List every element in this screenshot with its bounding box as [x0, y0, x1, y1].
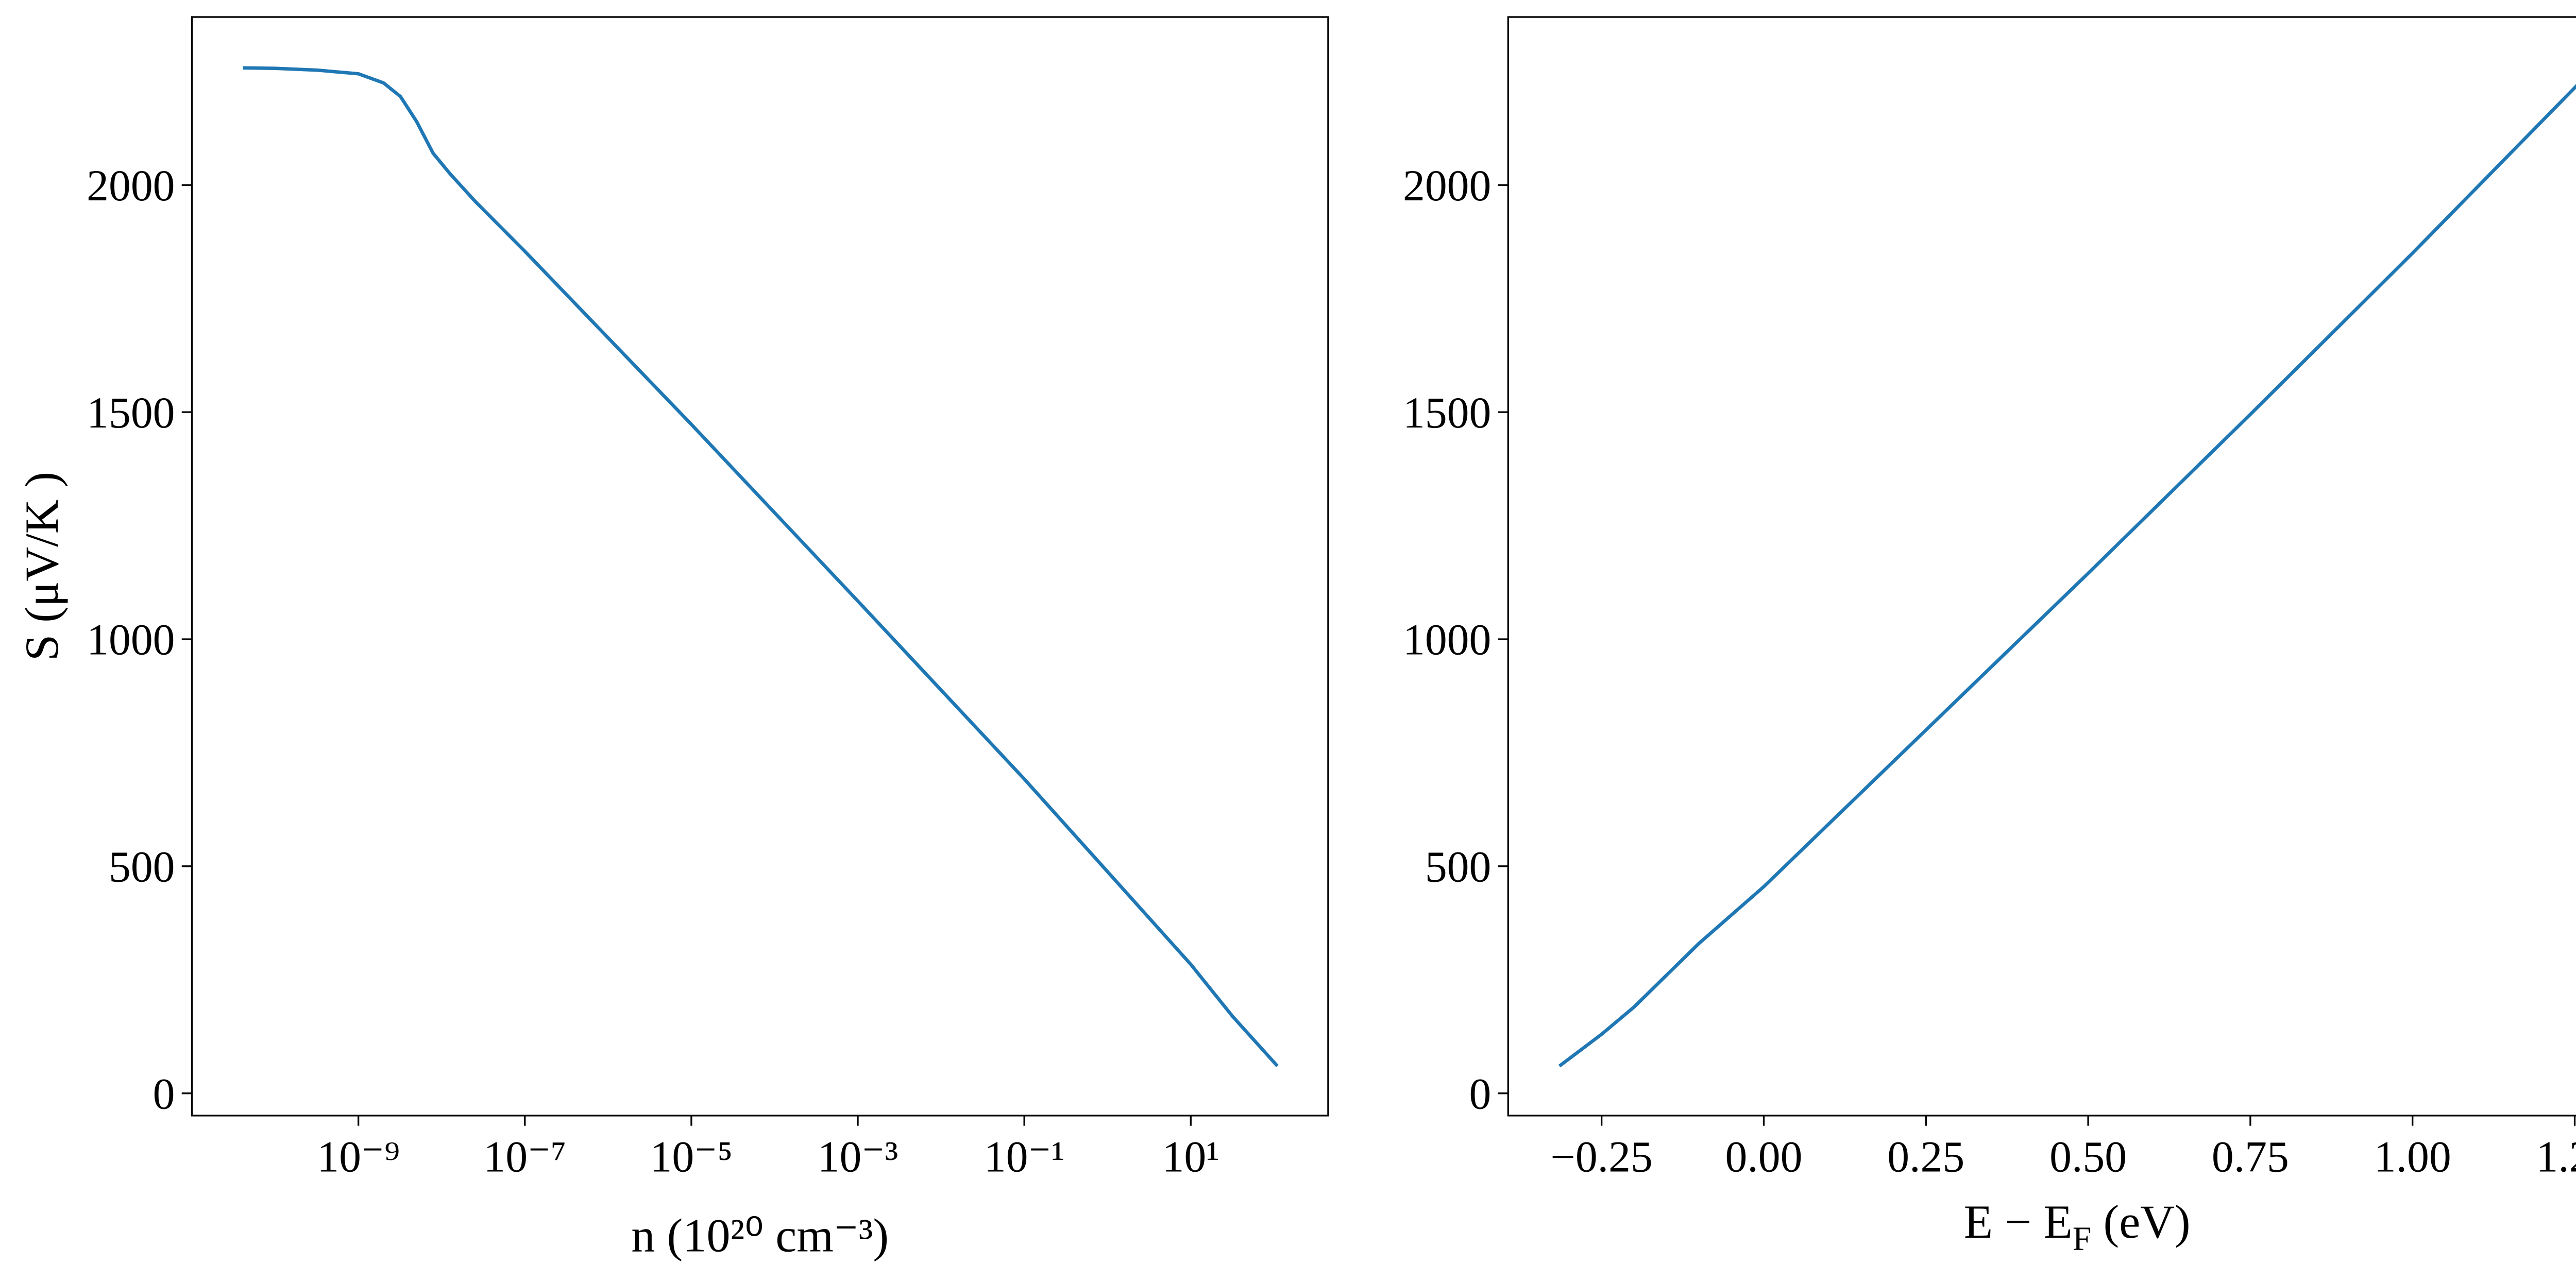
y-tick-label: 500 [1425, 842, 1492, 891]
x-tick-label: 10¹ [1162, 1133, 1219, 1182]
x-axis-label-subscript: F [2073, 1220, 2092, 1257]
axes-frame [191, 16, 1329, 1117]
y-tick-label: 2000 [87, 161, 175, 210]
x-tick-label: 10⁻⁵ [650, 1133, 733, 1182]
x-tick-label: 0.00 [1725, 1133, 1802, 1182]
y-tick-label: 500 [109, 842, 175, 891]
y-tick-label: 1000 [1403, 616, 1491, 664]
y-tick-label: 1500 [1403, 388, 1491, 437]
x-tick-label: 10⁻⁹ [317, 1133, 400, 1182]
x-axis-label-part: E − E [1964, 1195, 2073, 1248]
x-tick-label: 10⁻⁷ [483, 1133, 566, 1182]
x-tick-label: 0.25 [1887, 1133, 1964, 1182]
data-line [1558, 84, 2576, 1068]
y-tick-label: 0 [153, 1069, 175, 1118]
x-tick-label: 0.75 [2212, 1133, 2289, 1182]
x-tick-label: 10⁻³ [818, 1133, 899, 1182]
axes-frame [1507, 16, 2576, 1117]
x-axis-label: E − EF (eV) [1964, 1195, 2191, 1257]
x-tick-label: 0.50 [2049, 1133, 2127, 1182]
x-tick-label: 1.25 [2536, 1133, 2576, 1182]
x-axis-label-part: (eV) [2091, 1195, 2190, 1248]
x-tick-label: −0.25 [1551, 1133, 1653, 1182]
x-axis-label: n (10²⁰ cm⁻³) [631, 1209, 889, 1262]
y-tick-label: 1000 [87, 616, 175, 664]
y-tick-label: 2000 [1403, 161, 1491, 210]
x-tick-label: 1.00 [2374, 1133, 2451, 1182]
x-tick-label: 10⁻¹ [984, 1133, 1065, 1182]
y-tick-label: 0 [1469, 1069, 1492, 1118]
y-tick-label: 1500 [87, 388, 175, 437]
y-axis-label: S (μV/K ) [15, 472, 68, 661]
data-line [243, 66, 1279, 1067]
